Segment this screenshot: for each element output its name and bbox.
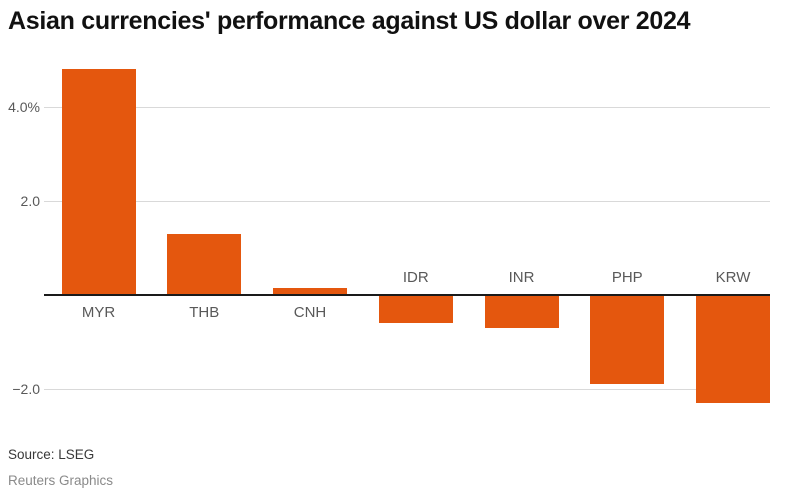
bar-CNH bbox=[273, 287, 347, 295]
bar-KRW bbox=[696, 295, 770, 404]
bar-THB bbox=[167, 233, 242, 295]
bar-MYR bbox=[61, 69, 136, 295]
category-label-PHP: PHP bbox=[611, 269, 643, 286]
category-label-IDR: IDR bbox=[402, 269, 429, 286]
bar-PHP bbox=[590, 295, 665, 385]
bar-INR bbox=[484, 295, 559, 328]
category-label-THB: THB bbox=[189, 304, 220, 321]
bar-IDR bbox=[378, 295, 453, 324]
gridline-4.0 bbox=[44, 107, 770, 108]
category-label-INR: INR bbox=[508, 269, 535, 286]
chart-title: Asian currencies' performance against US… bbox=[8, 7, 691, 35]
y-tick-label: 2.0 bbox=[20, 193, 40, 209]
gridline-2.0 bbox=[44, 201, 770, 202]
y-tick-label: −2.0 bbox=[12, 381, 40, 397]
x-axis-baseline bbox=[44, 294, 770, 296]
y-tick-label: 4.0% bbox=[8, 99, 40, 115]
category-label-MYR: MYR bbox=[81, 304, 116, 321]
category-label-KRW: KRW bbox=[715, 269, 751, 286]
source-attribution: Source: LSEG bbox=[8, 447, 95, 462]
category-label-CNH: CNH bbox=[293, 304, 327, 321]
credit-line: Reuters Graphics bbox=[8, 473, 114, 488]
gridline-−2.0 bbox=[44, 389, 770, 390]
